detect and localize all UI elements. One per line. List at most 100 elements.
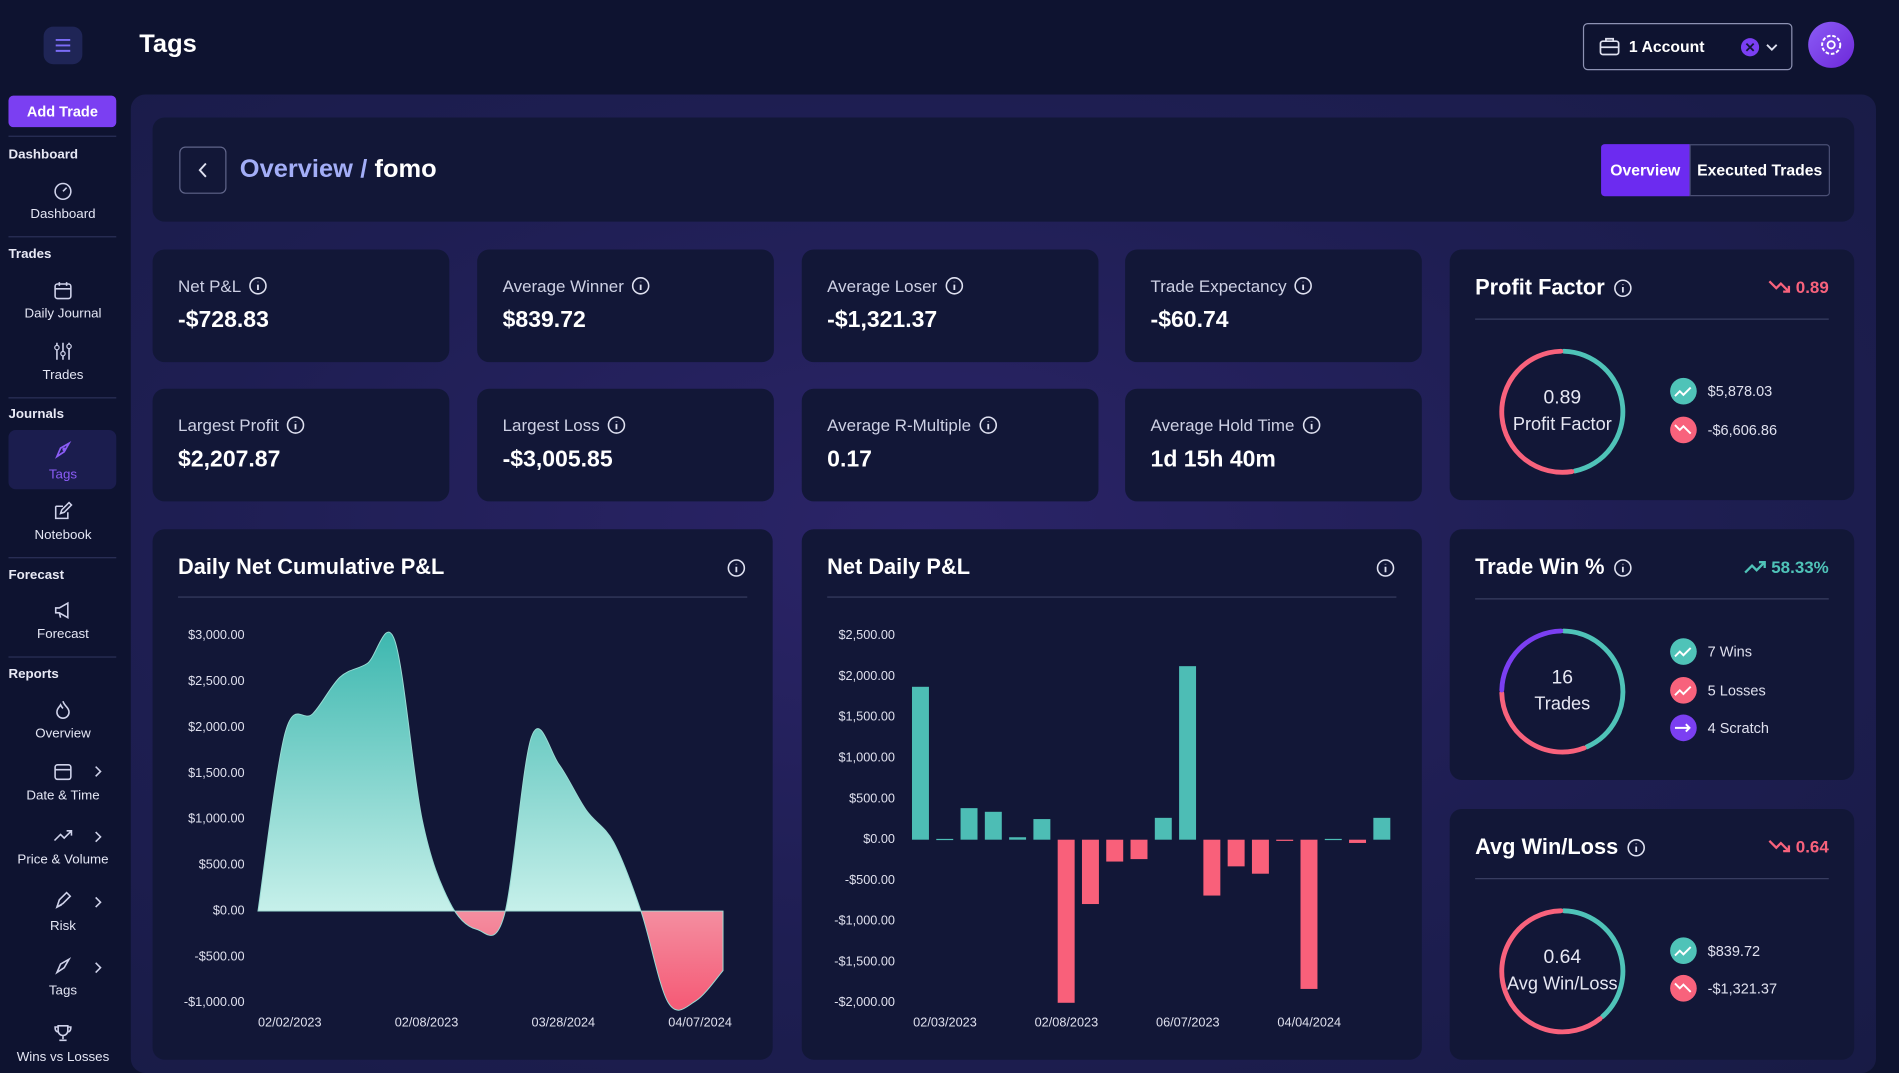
bar [1373,817,1391,840]
kpi-change: 0.64 [1795,836,1829,857]
info-icon [287,416,305,434]
nav-item[interactable]: Trades [42,368,84,383]
nav-item[interactable]: Forecast [37,627,89,642]
legend-icon [1670,974,1697,1002]
nav-item[interactable]: Notebook [34,528,92,543]
kpi-change-row: 0.89 [1768,277,1829,297]
nav-item[interactable]: Risk [50,919,76,934]
y-tick-label: -$500.00 [845,872,895,887]
nav-item[interactable]: Tags [48,983,78,998]
y-tick-label: $500.00 [199,857,245,872]
legend-label: 4 Scratch [1708,721,1769,737]
separator [8,135,117,137]
x-tick-label: 02/02/2023 [258,1015,322,1030]
legend-icon [1670,638,1697,665]
menu-button[interactable] [43,26,83,65]
trend-up-icon [1743,561,1766,574]
info-icon [1613,558,1632,577]
ring-segment [1499,628,1564,693]
info-circle [1614,278,1632,297]
ring-label: Trades [1534,694,1590,714]
stat-card: Largest Loss -$3,005.85 [477,388,774,502]
stat-label-row: Average R-Multiple [827,415,998,435]
back-button[interactable] [179,146,227,194]
y-tick-label: $1,000.00 [838,750,895,765]
chart: Daily Net Cumulative P&L -$1,000.00 -$500.… [178,554,748,1030]
trend-down-icon [1768,280,1790,293]
bar [911,686,929,840]
info-icon [607,416,626,434]
nav-item[interactable]: Wins vs Losses [16,1050,110,1065]
kpi-title-row: Profit Factor [1475,275,1632,300]
legend-glyph [1674,723,1691,733]
ring-segment [1499,908,1603,1035]
legend-label: $839.72 [1708,944,1760,960]
stat-label-row: Average Hold Time [1151,415,1322,435]
info-circle [1613,558,1632,577]
ring-segment [1561,628,1626,750]
stat-card: Average R-Multiple 0.17 [801,388,1099,502]
bar [960,808,978,840]
tab-active[interactable]: Overview [1601,144,1690,197]
legend-icon [1670,937,1697,965]
breadcrumb-parent[interactable]: Overview [239,155,353,183]
breadcrumb: Overview / fomo [240,155,437,184]
legend-glyph [1674,386,1692,397]
legend-icon [1670,677,1697,704]
nav-item[interactable]: Overview [35,726,91,742]
nav-icon [53,501,73,520]
legend-label: 5 Losses [1708,683,1766,699]
info-circle [632,277,650,295]
nav-item[interactable]: Price & Volume [17,852,109,868]
tab[interactable]: Executed Trades [1689,144,1830,197]
section-title: Reports [8,667,59,682]
stat-value: -$3,005.85 [502,446,613,473]
bar [1179,666,1197,840]
ring-segment [1561,908,1626,1020]
stat-value: 1d 15h 40m [1150,446,1276,473]
nav-item[interactable]: Daily Journal [24,306,102,321]
ring-label: Profit Factor [1513,414,1612,434]
info-icon [1376,559,1395,577]
stat-label-row: Largest Profit [178,415,305,435]
y-tick-label: -$2,000.00 [834,994,895,1009]
y-tick-label: $2,500.00 [838,627,895,642]
settings-button[interactable] [1808,21,1855,68]
info-icon [945,277,963,295]
kpi-change: 58.33% [1771,557,1829,577]
y-tick-label: $0.00 [213,902,245,917]
bar [1227,839,1245,867]
bar [1276,839,1294,841]
divider [1475,878,1829,880]
nav-icon [53,182,72,201]
stat-card: Trade Expectancy -$60.74 [1125,249,1422,363]
stat-card: Average Winner $839.72 [477,249,774,363]
info-icon [1614,278,1632,297]
separator [8,557,117,559]
account-select[interactable]: 1 Account [1582,23,1793,71]
add-trade-button[interactable]: Add Trade [8,95,117,128]
info-circle [1376,559,1395,577]
trend-glyph [1768,839,1790,853]
gear-icon [1821,34,1842,55]
stat-value: $839.72 [502,307,586,334]
kpi-title-row: Avg Win/Loss [1475,834,1646,859]
nav-item[interactable]: Dashboard [30,207,96,222]
y-tick-label: $500.00 [849,790,895,805]
divider [1475,598,1829,600]
bar [1130,839,1148,860]
legend-glyph [1674,982,1692,993]
info-icon [1302,416,1321,434]
clear-icon[interactable] [1739,36,1783,58]
info-icon [727,559,746,577]
nav-item[interactable]: Date & Time [26,788,100,803]
nav-item-active[interactable]: Tags [48,467,78,483]
bar [1300,839,1318,989]
briefcase-icon [1599,37,1620,56]
stat-label-row: Average Winner [503,276,651,296]
info-icon [632,277,650,295]
stat-label: Trade Expectancy [1150,276,1287,296]
stat-value: 0.17 [827,446,872,473]
y-tick-label: -$500.00 [194,948,244,963]
kpi-title: Trade Win % [1475,554,1605,579]
